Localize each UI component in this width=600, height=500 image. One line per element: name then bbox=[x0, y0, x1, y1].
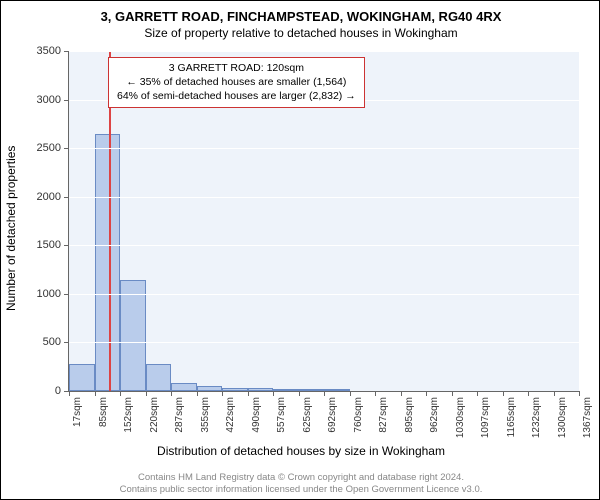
x-tick-label: 1165sqm bbox=[506, 397, 517, 437]
gridline bbox=[69, 342, 579, 343]
x-tick-label: 1367sqm bbox=[582, 397, 593, 438]
gridline bbox=[69, 245, 579, 246]
x-tick-label: 760sqm bbox=[353, 397, 364, 433]
x-tick-label: 152sqm bbox=[123, 397, 134, 433]
y-tick-mark bbox=[64, 294, 69, 295]
x-tick-label: 895sqm bbox=[404, 397, 415, 433]
y-tick-label: 3000 bbox=[37, 94, 61, 106]
x-tick-label: 827sqm bbox=[378, 397, 389, 433]
y-tick-label: 2500 bbox=[37, 142, 61, 154]
x-tick-mark bbox=[477, 391, 478, 396]
x-tick-label: 962sqm bbox=[429, 397, 440, 433]
x-tick-label: 1030sqm bbox=[455, 397, 466, 438]
y-tick-mark bbox=[64, 245, 69, 246]
x-tick-mark bbox=[401, 391, 402, 396]
x-tick-label: 625sqm bbox=[302, 397, 313, 433]
y-tick-mark bbox=[64, 197, 69, 198]
x-tick-label: 557sqm bbox=[276, 397, 287, 433]
x-tick-mark bbox=[579, 391, 580, 396]
x-tick-label: 1232sqm bbox=[531, 397, 542, 438]
y-tick-label: 2000 bbox=[37, 191, 61, 203]
y-axis-title: Number of detached properties bbox=[4, 146, 18, 311]
x-tick-label: 422sqm bbox=[225, 397, 236, 433]
x-tick-label: 692sqm bbox=[327, 397, 338, 433]
x-tick-mark bbox=[503, 391, 504, 396]
x-tick-mark bbox=[554, 391, 555, 396]
histogram-bar bbox=[69, 364, 95, 391]
x-tick-label: 287sqm bbox=[174, 397, 185, 433]
gridline bbox=[69, 197, 579, 198]
x-tick-label: 17sqm bbox=[72, 397, 83, 427]
x-tick-mark bbox=[528, 391, 529, 396]
x-tick-mark bbox=[95, 391, 96, 396]
chart-subtitle: Size of property relative to detached ho… bbox=[1, 26, 600, 40]
x-tick-mark bbox=[222, 391, 223, 396]
x-tick-mark bbox=[120, 391, 121, 396]
y-tick-mark bbox=[64, 100, 69, 101]
property-annotation-box: 3 GARRETT ROAD: 120sqm ← 35% of detached… bbox=[108, 57, 365, 108]
gridline bbox=[69, 51, 579, 52]
footer-line2: Contains public sector information licen… bbox=[1, 484, 600, 496]
x-tick-mark bbox=[197, 391, 198, 396]
property-size-histogram: 3, GARRETT ROAD, FINCHAMPSTEAD, WOKINGHA… bbox=[0, 0, 600, 500]
gridline bbox=[69, 294, 579, 295]
x-tick-mark bbox=[248, 391, 249, 396]
attribution-footer: Contains HM Land Registry data © Crown c… bbox=[1, 472, 600, 496]
histogram-bar bbox=[171, 383, 197, 391]
y-tick-label: 500 bbox=[43, 336, 61, 348]
footer-line1: Contains HM Land Registry data © Crown c… bbox=[1, 472, 600, 484]
x-tick-mark bbox=[146, 391, 147, 396]
x-tick-label: 1097sqm bbox=[480, 397, 491, 438]
histogram-bar bbox=[120, 280, 146, 391]
y-tick-mark bbox=[64, 51, 69, 52]
x-tick-label: 355sqm bbox=[200, 397, 211, 433]
gridline bbox=[69, 148, 579, 149]
x-tick-label: 85sqm bbox=[98, 397, 109, 427]
x-tick-mark bbox=[426, 391, 427, 396]
annotation-line1: 3 GARRETT ROAD: 120sqm bbox=[117, 61, 356, 75]
x-tick-label: 490sqm bbox=[251, 397, 262, 433]
histogram-bar bbox=[146, 364, 172, 391]
y-tick-label: 1500 bbox=[37, 239, 61, 251]
x-tick-mark bbox=[299, 391, 300, 396]
y-tick-mark bbox=[64, 342, 69, 343]
x-tick-mark bbox=[375, 391, 376, 396]
x-tick-label: 220sqm bbox=[149, 397, 160, 433]
x-tick-label: 1300sqm bbox=[557, 397, 568, 438]
x-axis-title: Distribution of detached houses by size … bbox=[1, 444, 600, 458]
x-tick-mark bbox=[273, 391, 274, 396]
y-tick-label: 0 bbox=[55, 385, 61, 397]
x-tick-mark bbox=[324, 391, 325, 396]
x-tick-mark bbox=[452, 391, 453, 396]
y-tick-label: 3500 bbox=[37, 45, 61, 57]
x-tick-mark bbox=[69, 391, 70, 396]
y-tick-mark bbox=[64, 148, 69, 149]
annotation-line3: 64% of semi-detached houses are larger (… bbox=[117, 89, 356, 103]
annotation-line2: ← 35% of detached houses are smaller (1,… bbox=[117, 75, 356, 89]
chart-title-address: 3, GARRETT ROAD, FINCHAMPSTEAD, WOKINGHA… bbox=[1, 9, 600, 24]
x-tick-mark bbox=[171, 391, 172, 396]
histogram-bar bbox=[95, 134, 121, 391]
y-tick-label: 1000 bbox=[37, 288, 61, 300]
x-tick-mark bbox=[350, 391, 351, 396]
